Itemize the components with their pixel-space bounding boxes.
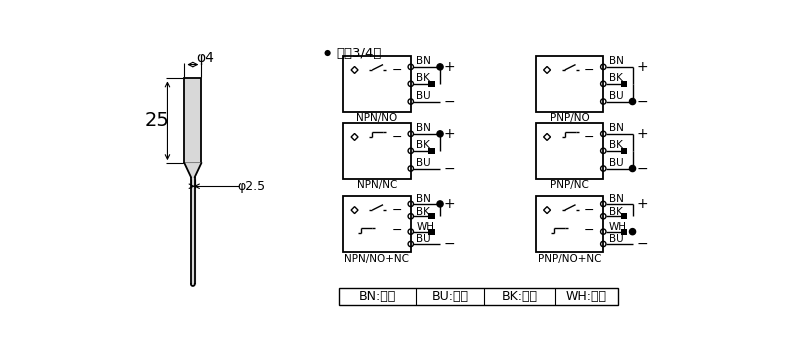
Text: BK: BK xyxy=(609,140,622,150)
Text: +: + xyxy=(444,197,455,211)
Text: BK: BK xyxy=(416,140,430,150)
Bar xyxy=(535,123,603,178)
Text: NPN/NC: NPN/NC xyxy=(357,181,397,190)
Text: BU: BU xyxy=(609,91,623,101)
Text: −: − xyxy=(444,95,455,108)
Text: −: − xyxy=(636,95,648,108)
Text: WH: WH xyxy=(416,222,434,232)
Text: WH:白色: WH:白色 xyxy=(566,290,607,303)
Text: BU: BU xyxy=(609,234,623,244)
Polygon shape xyxy=(184,163,202,177)
Text: −: − xyxy=(584,203,594,216)
Text: −: − xyxy=(392,131,402,144)
Text: φ2.5: φ2.5 xyxy=(238,180,266,193)
Text: PNP/NO+NC: PNP/NO+NC xyxy=(538,253,601,264)
Text: BN: BN xyxy=(609,194,623,204)
Text: −: − xyxy=(636,237,648,251)
Text: BU: BU xyxy=(416,91,430,101)
Text: +: + xyxy=(636,197,648,211)
Text: WH: WH xyxy=(609,222,626,232)
Bar xyxy=(621,228,627,235)
Circle shape xyxy=(437,131,443,137)
Text: −: − xyxy=(636,162,648,176)
Bar xyxy=(184,78,202,163)
Text: BK: BK xyxy=(609,74,622,83)
Text: −: − xyxy=(392,63,402,76)
Text: 直入3/4线: 直入3/4线 xyxy=(337,46,382,59)
Bar xyxy=(343,196,410,252)
Text: −: − xyxy=(584,224,594,237)
Bar xyxy=(343,56,410,112)
Bar xyxy=(621,81,627,87)
Bar xyxy=(429,148,434,154)
Text: BK:黑色: BK:黑色 xyxy=(502,290,538,303)
Text: BN: BN xyxy=(609,124,623,133)
Text: BN: BN xyxy=(416,56,431,67)
Circle shape xyxy=(437,201,443,207)
Bar xyxy=(621,213,627,219)
Polygon shape xyxy=(191,177,194,284)
Bar xyxy=(429,81,434,87)
Text: −: − xyxy=(584,131,594,144)
Text: PNP/NC: PNP/NC xyxy=(550,181,589,190)
Text: BN: BN xyxy=(416,194,431,204)
Bar xyxy=(429,228,434,235)
Text: BN:棕色: BN:棕色 xyxy=(359,290,396,303)
Bar xyxy=(535,56,603,112)
Circle shape xyxy=(630,99,636,105)
Circle shape xyxy=(630,165,636,172)
Circle shape xyxy=(630,228,636,235)
Circle shape xyxy=(325,50,330,56)
Text: 25: 25 xyxy=(144,111,169,130)
Text: +: + xyxy=(636,127,648,141)
Text: +: + xyxy=(636,60,648,74)
Text: −: − xyxy=(392,203,402,216)
Text: BN: BN xyxy=(416,124,431,133)
Text: BU: BU xyxy=(416,158,430,168)
Bar xyxy=(535,196,603,252)
Bar xyxy=(429,213,434,219)
Text: φ4: φ4 xyxy=(196,51,214,65)
Circle shape xyxy=(437,64,443,70)
Text: +: + xyxy=(444,127,455,141)
Text: −: − xyxy=(392,224,402,237)
Text: BU: BU xyxy=(416,234,430,244)
Text: −: − xyxy=(584,63,594,76)
Text: BK: BK xyxy=(609,207,622,216)
Bar xyxy=(621,148,627,154)
Text: BN: BN xyxy=(609,56,623,67)
Text: NPN/NO: NPN/NO xyxy=(356,113,398,124)
Bar xyxy=(339,288,618,305)
Text: −: − xyxy=(444,162,455,176)
Text: PNP/NO: PNP/NO xyxy=(550,113,590,124)
Text: BU: BU xyxy=(609,158,623,168)
Text: NPN/NO+NC: NPN/NO+NC xyxy=(344,253,410,264)
Bar xyxy=(343,123,410,178)
Text: BK: BK xyxy=(416,74,430,83)
Text: BK: BK xyxy=(416,207,430,216)
Text: +: + xyxy=(444,60,455,74)
Text: −: − xyxy=(444,237,455,251)
Text: BU:兰色: BU:兰色 xyxy=(431,290,469,303)
